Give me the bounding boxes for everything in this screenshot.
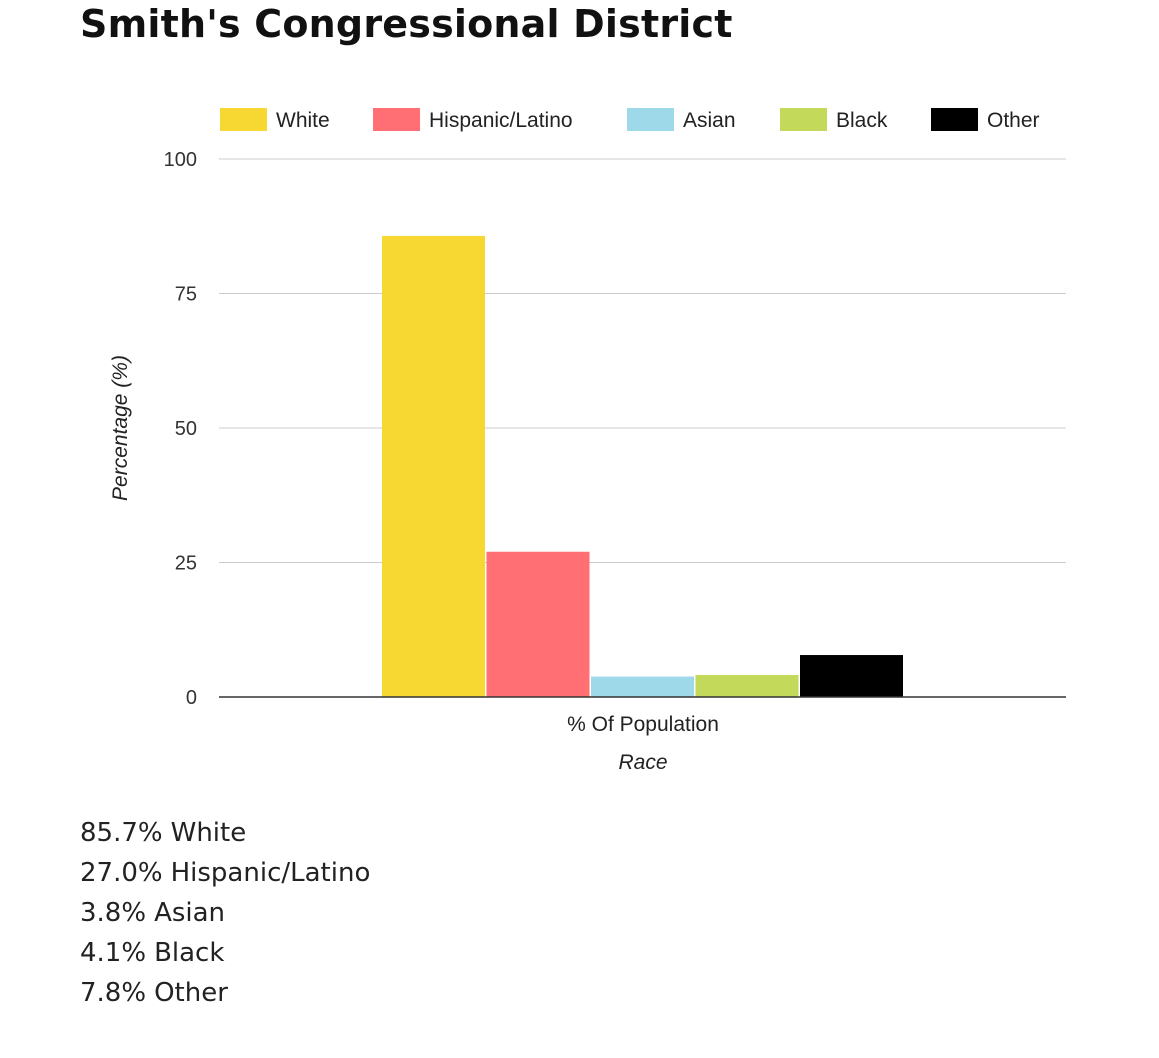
bar-black (695, 674, 799, 697)
legend-label-asian: Asian (683, 109, 736, 132)
summary-value: 7.8% (80, 978, 147, 1008)
bar-other (800, 655, 903, 697)
chart-gridlines (219, 158, 1066, 563)
summary-label: Hispanic/Latino (170, 858, 371, 888)
y-axis-title: Percentage (%) (109, 355, 132, 501)
legend-swatch-white (220, 108, 267, 131)
bar-asian (591, 676, 694, 697)
y-tick-label: 100 (164, 149, 197, 171)
chart-bars (382, 235, 903, 697)
x-axis-title: Race (618, 751, 667, 774)
legend-label-black: Black (836, 109, 888, 132)
summary-label: Asian (154, 898, 226, 928)
legend-swatch-other (931, 108, 978, 131)
y-tick-label: 50 (175, 418, 197, 440)
summary-item-white: 85.7% White (80, 813, 378, 853)
summary-value: 27.0% (80, 858, 163, 888)
summary-value: 85.7% (80, 818, 163, 848)
chart-legend: White Hispanic/Latino Asian Black Other (220, 108, 1040, 132)
x-axis-category-label: % Of Population (567, 713, 719, 736)
legend-swatch-black (780, 108, 827, 131)
legend-swatch-asian (627, 108, 674, 131)
bar-white (382, 235, 485, 697)
legend-label-hispanic-latino: Hispanic/Latino (429, 109, 573, 132)
y-tick-label: 75 (175, 284, 197, 306)
y-tick-label: 25 (175, 553, 197, 575)
legend-swatch-hispanic-latino (373, 108, 420, 131)
summary-value: 4.1% (80, 938, 147, 968)
bar-chart: White Hispanic/Latino Asian Black Other 0 25 5… (109, 108, 1066, 774)
legend-label-white: White (276, 109, 330, 132)
y-tick-label: 0 (186, 687, 197, 709)
summary-item-other: 7.8% Other (80, 973, 378, 1013)
summary-value: 3.8% (80, 898, 147, 928)
y-axis-ticks: 0 25 50 75 100 (164, 149, 197, 709)
summary-label: White (170, 818, 247, 848)
legend-label-other: Other (987, 109, 1040, 132)
summary-label: Black (154, 938, 225, 968)
summary-item-black: 4.1% Black (80, 933, 378, 973)
bar-hispanic-latino (486, 551, 590, 697)
summary-label: Other (154, 978, 228, 1008)
summary-item-asian: 3.8% Asian (80, 893, 378, 933)
page-title: Smith's Congressional District (80, 2, 733, 46)
summary-item-hispanic-latino: 27.0% Hispanic/Latino (80, 853, 378, 893)
population-summary-list: 85.7% White 27.0% Hispanic/Latino 3.8% Asia… (80, 813, 378, 1013)
